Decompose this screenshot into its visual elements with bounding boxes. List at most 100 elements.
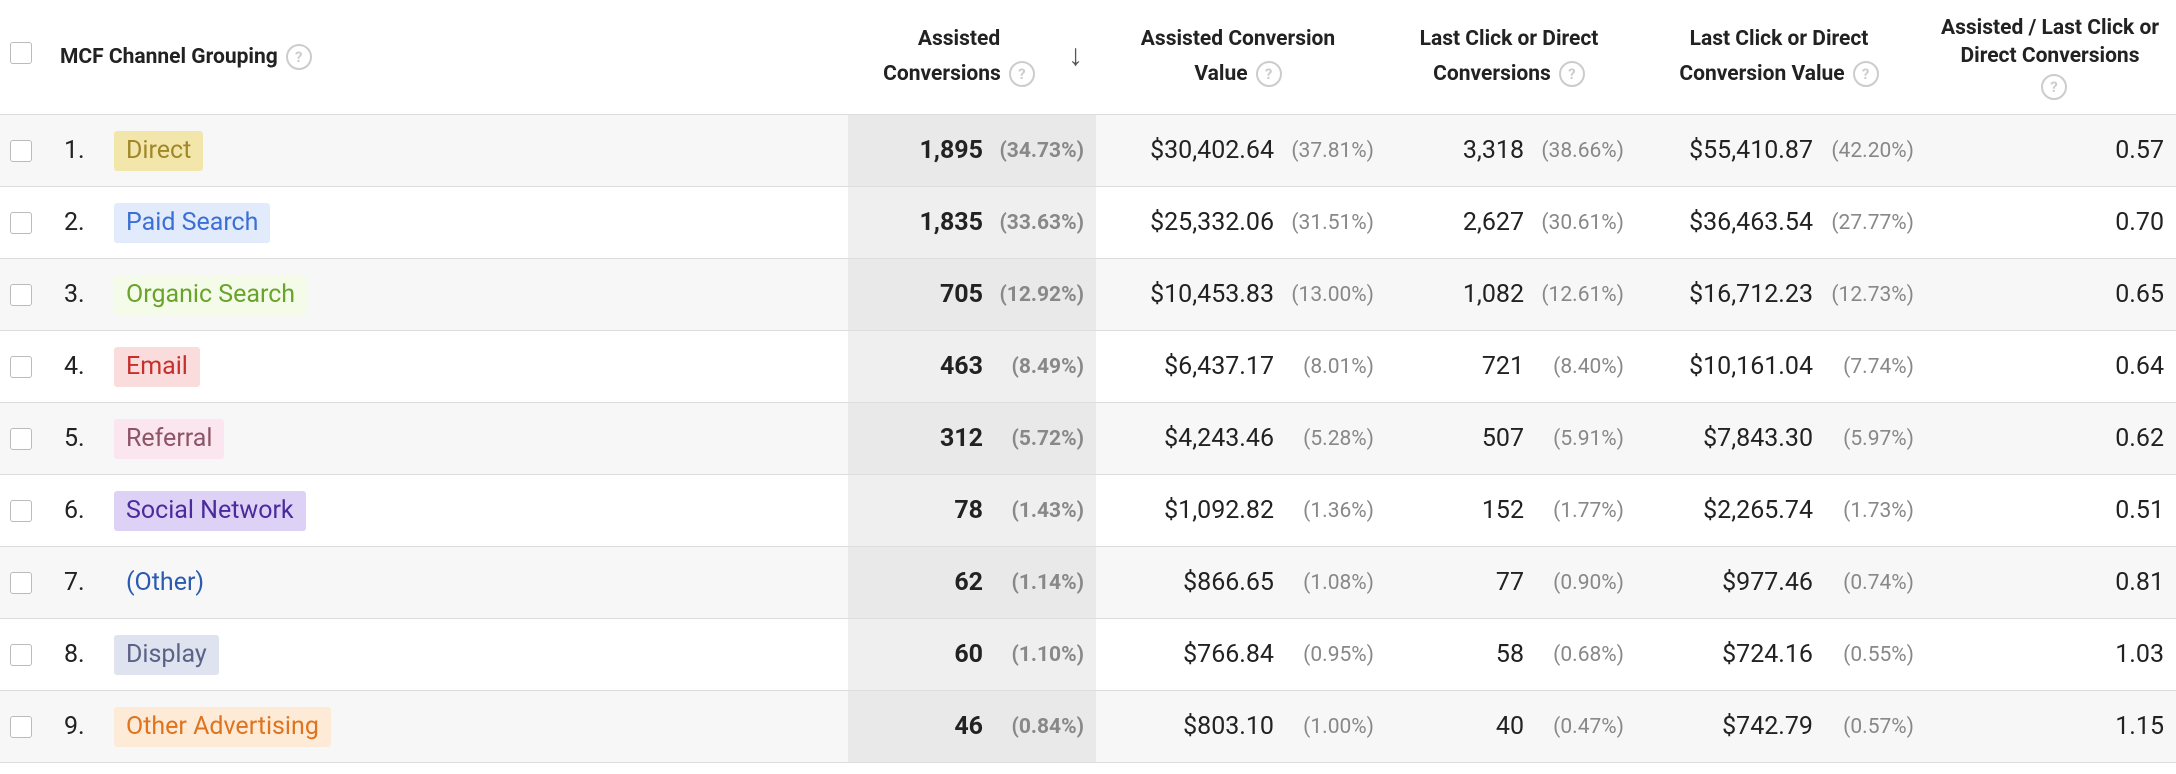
table-row: 8. Display 60 (1.10%) $766.84 (0.95%) 58 (0.68%… (0, 618, 2176, 691)
metric-value: 0.57 (2115, 136, 2164, 165)
metric-percent: (1.08%) (1303, 571, 1374, 595)
table-row: 5. Referral 312 (5.72%) $4,243.46 (5.28%) 507 (… (0, 402, 2176, 475)
row-checkbox[interactable] (10, 356, 32, 378)
channel-link[interactable]: Display (114, 635, 219, 675)
header-label: Assisted / Last Click or Direct Conversi… (1940, 16, 2160, 68)
channel-link[interactable]: Organic Search (114, 275, 308, 315)
metric-value: 60 (954, 640, 983, 669)
metric-value: $866.65 (1183, 568, 1274, 597)
help-icon[interactable]: ? (1008, 61, 1035, 88)
metric-value: 0.51 (2115, 496, 2164, 525)
metric-value: $803.10 (1183, 712, 1274, 741)
channel-link[interactable]: Direct (114, 131, 204, 171)
metric-percent: (0.57%) (1843, 715, 1914, 739)
select-all-checkbox[interactable] (10, 42, 32, 64)
metric-percent: (0.68%) (1553, 643, 1624, 667)
metric-value: 705 (939, 280, 983, 309)
metric-value: $977.46 (1722, 568, 1813, 597)
header-cell[interactable]: Assisted Conversion Value? (1118, 0, 1358, 114)
metric-value: $742.79 (1722, 712, 1813, 741)
metric-value: 1,835 (919, 208, 983, 237)
channel-link[interactable]: Referral (114, 419, 225, 459)
help-icon[interactable]: ? (285, 44, 312, 70)
sorted-column-bg (848, 619, 1096, 691)
metric-value: $16,712.23 (1689, 280, 1813, 309)
help-icon[interactable]: ? (1558, 61, 1585, 88)
metric-percent: (34.73%) (999, 139, 1084, 163)
metric-value: 152 (1481, 496, 1524, 525)
rank: 8. (64, 640, 85, 669)
metric-value: 1,082 (1462, 280, 1524, 309)
header-cell[interactable]: Assisted / Last Click or Direct Conversi… (1930, 0, 2170, 114)
metric-value: 507 (1481, 424, 1524, 453)
metric-value: 1.03 (2115, 640, 2164, 669)
header-cell[interactable]: Last Click or Direct Conversion Value? (1648, 0, 1910, 114)
rank: 2. (64, 208, 85, 237)
header-cell[interactable]: MCF Channel Grouping? (60, 0, 312, 114)
row-checkbox[interactable] (10, 572, 32, 594)
metric-percent: (8.40%) (1553, 355, 1624, 379)
metric-percent: (37.81%) (1291, 139, 1374, 163)
metric-value: $766.84 (1183, 640, 1274, 669)
metric-value: $55,410.87 (1689, 136, 1813, 165)
help-icon[interactable]: ? (2041, 74, 2067, 100)
metric-percent: (5.72%) (1011, 427, 1084, 451)
row-checkbox[interactable] (10, 716, 32, 738)
metric-percent: (31.51%) (1291, 211, 1374, 235)
row-checkbox[interactable] (10, 140, 32, 162)
channel-link[interactable]: Other Advertising (114, 707, 331, 747)
metric-value: 0.62 (2115, 424, 2164, 453)
metric-value: 463 (939, 352, 983, 381)
sorted-column-bg (848, 475, 1096, 547)
metric-value: 1,895 (919, 136, 983, 165)
metric-percent: (1.00%) (1303, 715, 1374, 739)
metric-percent: (8.49%) (1011, 355, 1084, 379)
metric-percent: (42.20%) (1831, 139, 1914, 163)
metric-value: $724.16 (1722, 640, 1813, 669)
row-checkbox[interactable] (10, 284, 32, 306)
rank: 3. (64, 280, 85, 309)
header-label: Last Click or Direct Conversions (1419, 27, 1599, 86)
metric-value: 78 (954, 496, 983, 525)
metric-percent: (0.74%) (1843, 571, 1914, 595)
metric-percent: (33.63%) (999, 211, 1084, 235)
table-row: 9. Other Advertising 46 (0.84%) $803.10 (1.00… (0, 690, 2176, 763)
metric-percent: (0.55%) (1843, 643, 1914, 667)
metric-value: 58 (1495, 640, 1524, 669)
metric-percent: (1.36%) (1303, 499, 1374, 523)
metric-value: 0.64 (2115, 352, 2164, 381)
channel-link[interactable]: (Other) (126, 568, 205, 597)
metric-percent: (1.10%) (1011, 643, 1084, 667)
metric-value: $6,437.17 (1164, 352, 1274, 381)
rank: 4. (64, 352, 85, 381)
metric-percent: (1.14%) (1011, 571, 1084, 595)
metric-value: $10,161.04 (1689, 352, 1813, 381)
row-checkbox[interactable] (10, 500, 32, 522)
metric-value: 312 (939, 424, 983, 453)
metric-percent: (5.97%) (1843, 427, 1914, 451)
table-row: 3. Organic Search 705 (12.92%) $10,453.83 (13… (0, 258, 2176, 331)
header-label: MCF Channel Grouping (60, 44, 278, 69)
sort-arrow[interactable]: ↓ (1068, 38, 1083, 73)
row-checkbox[interactable] (10, 212, 32, 234)
channel-link[interactable]: Paid Search (114, 203, 271, 243)
help-icon[interactable]: ? (1255, 61, 1282, 88)
row-checkbox[interactable] (10, 428, 32, 450)
rank: 1. (64, 136, 85, 165)
metric-percent: (0.90%) (1553, 571, 1624, 595)
channel-link[interactable]: Email (114, 347, 200, 387)
sorted-column-bg (848, 187, 1096, 259)
row-checkbox[interactable] (10, 644, 32, 666)
metric-value: 2,627 (1462, 208, 1524, 237)
metric-value: 721 (1481, 352, 1524, 381)
channel-link[interactable]: Social Network (114, 491, 306, 531)
metric-value: 0.81 (2115, 568, 2164, 597)
rank: 5. (64, 424, 85, 453)
help-icon[interactable]: ? (1852, 61, 1879, 88)
header-cell[interactable]: Last Click or Direct Conversions? (1394, 0, 1624, 114)
header-label: Assisted Conversion Value (1140, 27, 1336, 86)
metric-percent: (1.73%) (1843, 499, 1914, 523)
header-cell[interactable]: Assisted Conversions? (864, 0, 1054, 114)
metric-value: $10,453.83 (1150, 280, 1274, 309)
